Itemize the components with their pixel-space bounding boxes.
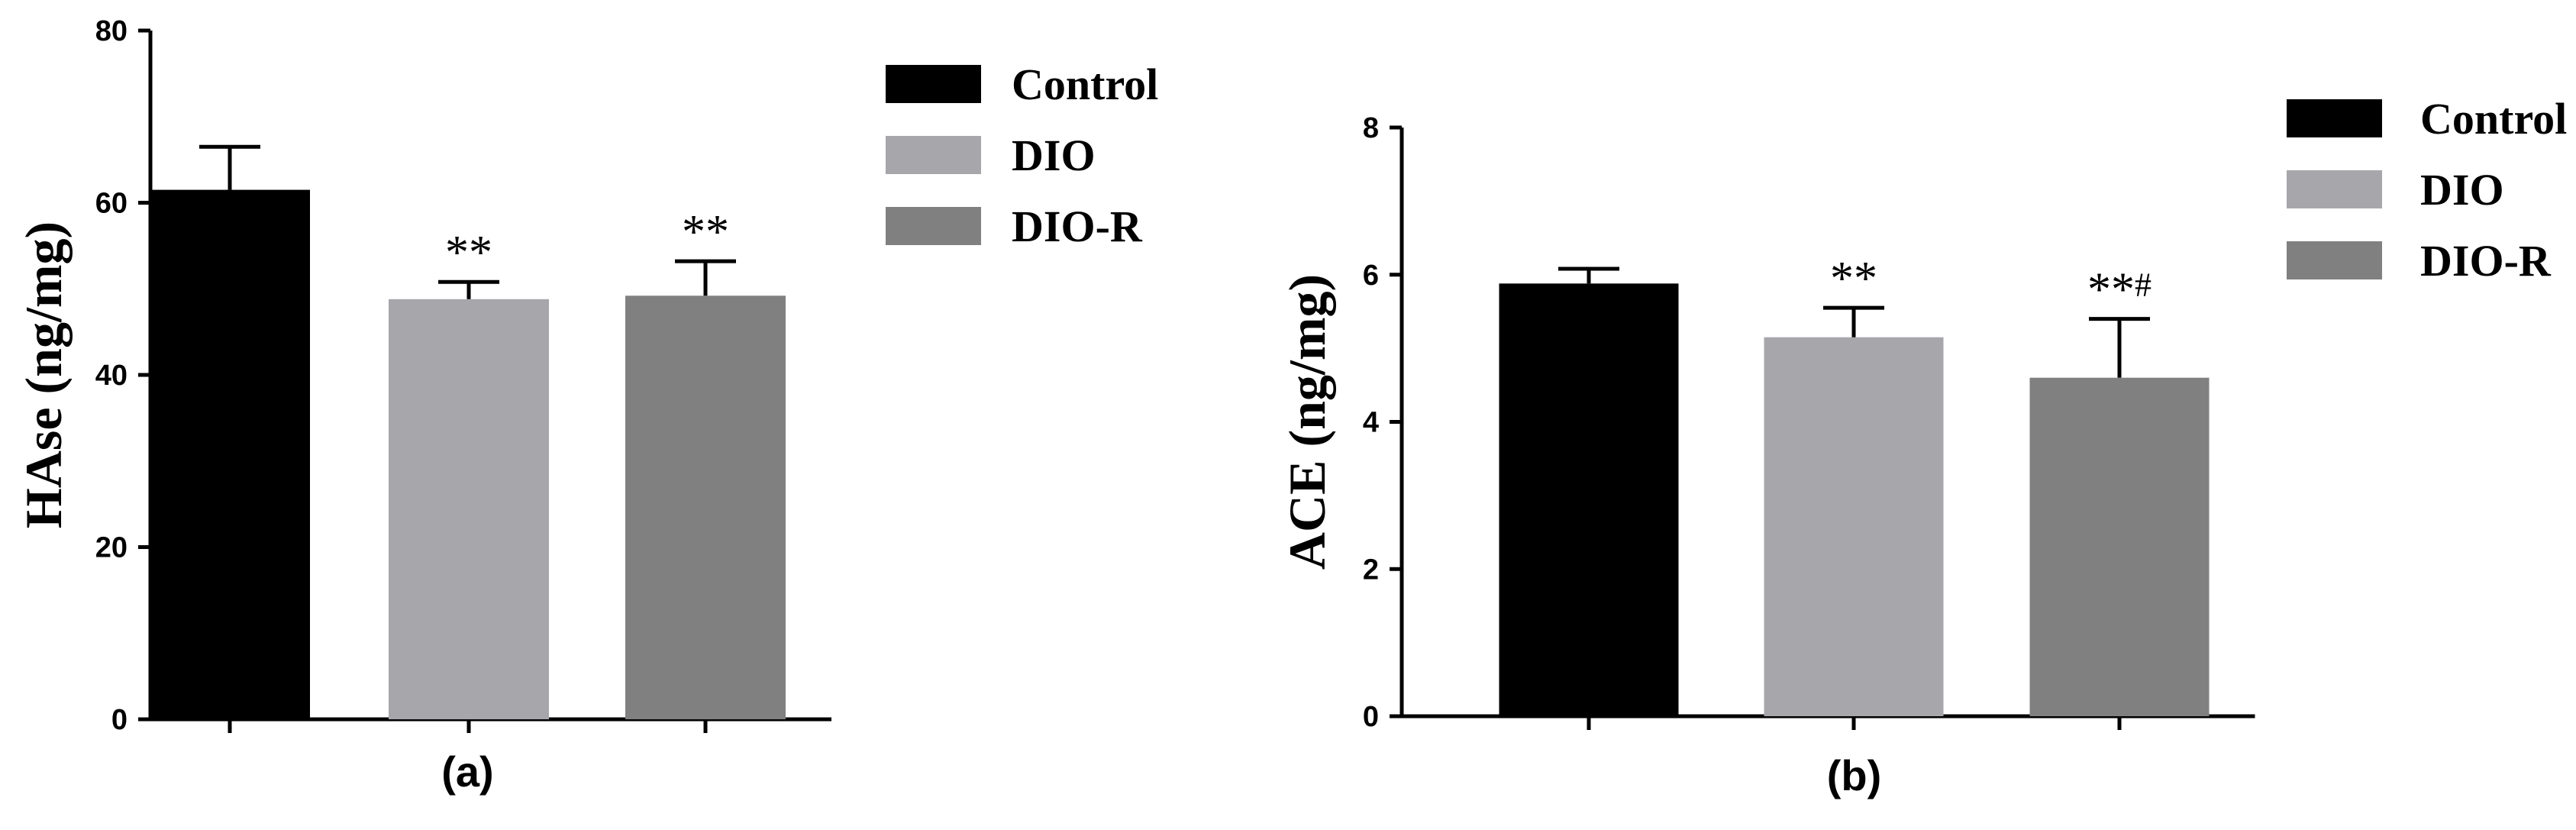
legend-label: DIO-R	[1012, 202, 1143, 251]
chart-a: 0 20 40 60 80 ** ** HAse (ng/mg) (a) Control DIO DI…	[15, 15, 1158, 796]
legend-swatch	[2287, 241, 2382, 279]
y-tick-label: 40	[95, 360, 128, 392]
panel-label: (b)	[1827, 751, 1882, 799]
significance-label: **	[445, 227, 492, 279]
bar-control	[1499, 283, 1679, 716]
significance-label: **#	[2087, 264, 2152, 316]
y-tick-label: 0	[111, 704, 128, 736]
panel-label: (a)	[441, 748, 493, 796]
y-tick-label: 6	[1363, 260, 1379, 292]
y-axis-label: HAse (ng/mg)	[15, 221, 73, 528]
y-tick-label: 4	[1363, 407, 1379, 439]
significance-label: **	[682, 206, 729, 258]
y-tick-label: 20	[95, 532, 128, 564]
bar-dio-r	[2029, 377, 2210, 716]
legend-swatch	[2287, 170, 2382, 208]
y-tick-label: 0	[1363, 701, 1379, 733]
legend-label: Control	[2420, 94, 2567, 144]
y-tick-label: 2	[1363, 554, 1379, 586]
y-tick-label: 8	[1363, 112, 1379, 144]
bar-dio	[1764, 337, 1944, 716]
legend-label: DIO	[1012, 131, 1096, 180]
legend-swatch	[886, 207, 981, 245]
y-axis-label: ACE (ng/mg)	[1278, 274, 1336, 570]
significance-label: **	[1830, 253, 1877, 305]
legend-label: DIO	[2420, 165, 2504, 215]
y-tick-label: 60	[95, 188, 128, 220]
legend-label: DIO-R	[2420, 236, 2552, 286]
legend-swatch	[2287, 99, 2382, 137]
chart-b: 0 2 4 6 8 ** **# ACE (ng/mg) (b) Control DIO DIO-R	[1278, 94, 2567, 799]
bar-dio	[389, 299, 549, 719]
y-tick-label: 80	[95, 15, 128, 47]
bar-dio-r	[625, 296, 786, 719]
legend-swatch	[886, 136, 981, 174]
legend-label: Control	[1012, 60, 1158, 109]
legend-swatch	[886, 65, 981, 103]
bar-control	[150, 189, 310, 719]
